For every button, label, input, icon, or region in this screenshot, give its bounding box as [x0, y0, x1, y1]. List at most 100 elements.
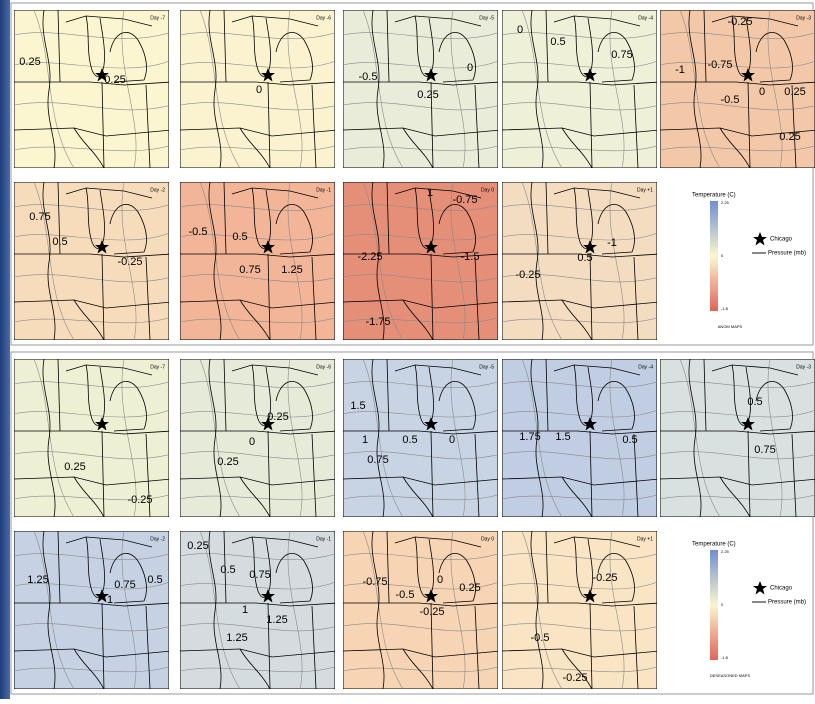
contour-label: 0.5 [147, 574, 162, 586]
contour-label: -0.5 [531, 632, 550, 644]
screenshot: Day -7 0.25 0.25 Day -6 0 Day -5 -0.5 0 0.25 Day … [0, 0, 815, 699]
contour-label: 0.25 [217, 456, 238, 468]
contour-label: 0.25 [19, 56, 40, 68]
contour-label: 0.5 [577, 252, 592, 264]
map-background [180, 359, 335, 517]
color-ramp [710, 550, 718, 660]
contour-label: 1.25 [281, 264, 302, 276]
ramp-label: 2.25 [721, 549, 730, 554]
day-label: Day -3 [796, 364, 811, 370]
day-label: Day -1 [316, 187, 331, 193]
ramp-label: 2.25 [721, 200, 730, 205]
contour-label: 0.5 [747, 396, 762, 408]
legend-title: Temperature (C) [692, 193, 736, 199]
contour-label: 0 [517, 24, 523, 36]
legend-star-label: Chicago [770, 237, 793, 243]
contour-label: 0.75 [249, 569, 270, 581]
map: Day -1 [180, 182, 338, 340]
contour-label: -0.75 [362, 576, 387, 588]
day-label: Day -7 [150, 364, 165, 370]
day-label: Day -4 [638, 15, 653, 21]
contour-label: -0.5 [359, 71, 378, 83]
contour-label: -0.25 [515, 269, 540, 281]
map: Day -2 [14, 531, 172, 689]
contour-label: 0 [249, 436, 255, 448]
day-label: Day -3 [796, 15, 811, 21]
side-bar [0, 0, 10, 699]
contour-label: -0.25 [117, 256, 142, 268]
contour-label: 0.5 [232, 231, 247, 243]
contour-label: 0 [467, 62, 473, 74]
map: Day +1 [502, 531, 660, 689]
contour-label: -0.75 [452, 194, 477, 206]
map-background [180, 182, 335, 340]
day-label: Day -6 [316, 364, 331, 370]
contour-label: -0.75 [707, 59, 732, 71]
map: Day -7 [14, 10, 172, 168]
ramp-label: -1.8 [721, 655, 729, 660]
contour-label: 0.25 [459, 582, 480, 594]
map-background [180, 531, 335, 689]
contour-label: 1 [427, 187, 433, 199]
contour-label: -0.5 [396, 589, 415, 601]
contour-label: -1.75 [365, 316, 390, 328]
day-label: Day -5 [479, 15, 494, 21]
day-label: Day +1 [637, 536, 653, 542]
day-label: Day -2 [150, 187, 165, 193]
map-background [14, 182, 169, 340]
map-background [660, 359, 815, 517]
contour-label: 0.25 [417, 89, 438, 101]
contour-label: -0.25 [419, 606, 444, 618]
contour-label: 0.5 [220, 564, 235, 576]
contour-label: 0.75 [114, 579, 135, 591]
contour-label: 0.5 [402, 434, 417, 446]
map: Day -2 [14, 182, 172, 340]
contour-label: -1 [607, 237, 617, 249]
contour-label: 0.75 [367, 454, 388, 466]
legend-line-label: Pressure (mb) [768, 600, 806, 606]
map: Day -6 [180, 359, 338, 517]
contour-label: 0.25 [784, 86, 805, 98]
contour-label: -1.5 [461, 251, 480, 263]
day-label: Day +1 [637, 187, 653, 193]
contour-label: 0.25 [187, 540, 208, 552]
ramp-label: -1.8 [721, 306, 729, 311]
contour-label: 1 [362, 434, 368, 446]
panel-caption: DESEASONED MAPS [710, 673, 751, 678]
contour-label: 0.75 [239, 264, 260, 276]
contour-label: -0.5 [189, 226, 208, 238]
contour-label: 0.25 [779, 131, 800, 143]
contour-label: 0 [256, 84, 262, 96]
contour-label: 1.5 [350, 400, 365, 412]
day-label: Day -1 [316, 536, 331, 542]
contour-label: -0.25 [562, 672, 587, 684]
contour-label: 1.25 [226, 632, 247, 644]
contour-label: 1.25 [266, 614, 287, 626]
day-label: Day -7 [150, 15, 165, 21]
map: Day -4 [502, 10, 660, 168]
day-label: Day 0 [481, 187, 494, 193]
contour-label: -0.5 [721, 94, 740, 106]
map-background [502, 10, 657, 168]
legend-line-label: Pressure (mb) [768, 251, 806, 257]
contour-label: 0 [759, 86, 765, 98]
panel-caption: ANOM MAPS [718, 324, 743, 329]
contour-label: 0.75 [611, 49, 632, 61]
map-background [14, 531, 169, 689]
map-background [14, 10, 169, 168]
day-label: Day 0 [481, 536, 494, 542]
contour-label: -0.25 [592, 572, 617, 584]
contour-label: 1.75 [519, 431, 540, 443]
contour-label: 0.75 [754, 444, 775, 456]
contour-label: 0.25 [104, 74, 125, 86]
day-label: Day -4 [638, 364, 653, 370]
contour-label: -0.25 [127, 494, 152, 506]
contour-label: 0.5 [550, 36, 565, 48]
day-label: Day -5 [479, 364, 494, 370]
map-background [502, 531, 657, 689]
contour-label: 1 [242, 604, 248, 616]
contour-label: 0 [449, 434, 455, 446]
contour-label: 0.5 [52, 236, 67, 248]
contour-label: 1.5 [555, 431, 570, 443]
contour-label: 0.25 [267, 411, 288, 423]
